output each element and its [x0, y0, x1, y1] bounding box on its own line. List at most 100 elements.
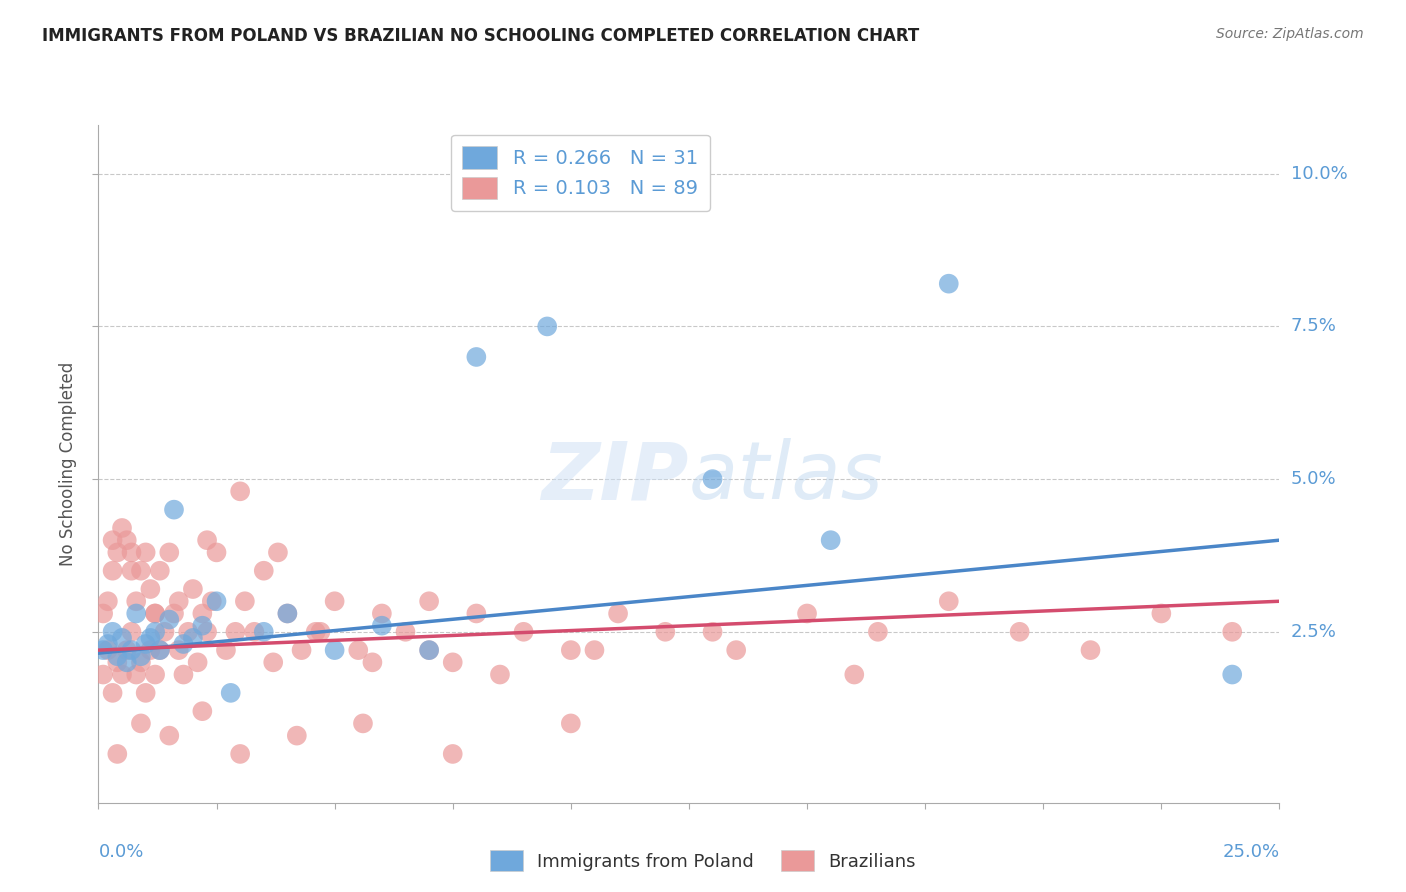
Point: [229, 747, 252, 761]
Point: [262, 656, 284, 670]
Point: [167, 643, 190, 657]
Point: [157, 545, 180, 559]
Point: [105, 747, 128, 761]
Point: [418, 643, 440, 657]
Point: [139, 631, 162, 645]
Point: [205, 545, 228, 559]
Point: [371, 618, 394, 632]
Point: [101, 533, 124, 548]
Point: [323, 643, 346, 657]
Text: ZIP: ZIP: [541, 438, 689, 516]
Point: [229, 484, 252, 499]
Point: [844, 667, 866, 681]
Point: [111, 521, 134, 535]
Text: 5.0%: 5.0%: [1291, 470, 1336, 488]
Point: [323, 594, 346, 608]
Point: [105, 649, 128, 664]
Point: [121, 643, 143, 657]
Point: [441, 747, 464, 761]
Text: Source: ZipAtlas.com: Source: ZipAtlas.com: [1216, 27, 1364, 41]
Text: 0.0%: 0.0%: [98, 844, 143, 862]
Point: [97, 643, 120, 657]
Point: [1220, 624, 1243, 639]
Point: [560, 643, 582, 657]
Point: [820, 533, 842, 548]
Point: [465, 607, 488, 621]
Point: [243, 624, 266, 639]
Point: [418, 594, 440, 608]
Text: 25.0%: 25.0%: [1222, 844, 1279, 862]
Point: [125, 607, 148, 621]
Point: [224, 624, 246, 639]
Point: [129, 716, 152, 731]
Point: [347, 643, 370, 657]
Point: [394, 624, 416, 639]
Point: [101, 686, 124, 700]
Point: [105, 545, 128, 559]
Point: [441, 656, 464, 670]
Point: [115, 643, 138, 657]
Point: [129, 649, 152, 664]
Point: [536, 319, 558, 334]
Point: [143, 607, 166, 621]
Point: [191, 607, 214, 621]
Point: [285, 729, 308, 743]
Point: [938, 277, 960, 291]
Point: [233, 594, 256, 608]
Point: [195, 624, 218, 639]
Point: [181, 582, 204, 596]
Point: [371, 607, 394, 621]
Point: [512, 624, 534, 639]
Point: [305, 624, 328, 639]
Legend: R = 0.266   N = 31, R = 0.103   N = 89: R = 0.266 N = 31, R = 0.103 N = 89: [451, 135, 710, 211]
Point: [172, 637, 194, 651]
Text: atlas: atlas: [689, 438, 884, 516]
Point: [167, 594, 190, 608]
Point: [361, 656, 384, 670]
Point: [276, 607, 298, 621]
Point: [352, 716, 374, 731]
Point: [1150, 607, 1173, 621]
Point: [725, 643, 748, 657]
Text: 10.0%: 10.0%: [1291, 165, 1347, 183]
Point: [115, 533, 138, 548]
Point: [607, 607, 630, 621]
Point: [583, 643, 606, 657]
Point: [149, 643, 172, 657]
Point: [866, 624, 889, 639]
Point: [135, 686, 157, 700]
Point: [125, 667, 148, 681]
Point: [97, 637, 120, 651]
Point: [1220, 667, 1243, 681]
Point: [91, 667, 114, 681]
Point: [938, 594, 960, 608]
Point: [121, 564, 143, 578]
Text: 7.5%: 7.5%: [1291, 318, 1337, 335]
Point: [121, 545, 143, 559]
Point: [276, 607, 298, 621]
Point: [143, 667, 166, 681]
Point: [143, 607, 166, 621]
Point: [253, 624, 276, 639]
Point: [157, 613, 180, 627]
Point: [91, 643, 114, 657]
Point: [1008, 624, 1031, 639]
Point: [111, 667, 134, 681]
Point: [111, 631, 134, 645]
Point: [290, 643, 312, 657]
Point: [702, 472, 724, 486]
Point: [139, 582, 162, 596]
Text: IMMIGRANTS FROM POLAND VS BRAZILIAN NO SCHOOLING COMPLETED CORRELATION CHART: IMMIGRANTS FROM POLAND VS BRAZILIAN NO S…: [42, 27, 920, 45]
Point: [465, 350, 488, 364]
Point: [135, 637, 157, 651]
Point: [205, 594, 228, 608]
Point: [149, 564, 172, 578]
Point: [253, 564, 276, 578]
Point: [91, 607, 114, 621]
Point: [149, 643, 172, 657]
Point: [139, 643, 162, 657]
Point: [101, 564, 124, 578]
Point: [191, 618, 214, 632]
Point: [201, 594, 224, 608]
Point: [267, 545, 290, 559]
